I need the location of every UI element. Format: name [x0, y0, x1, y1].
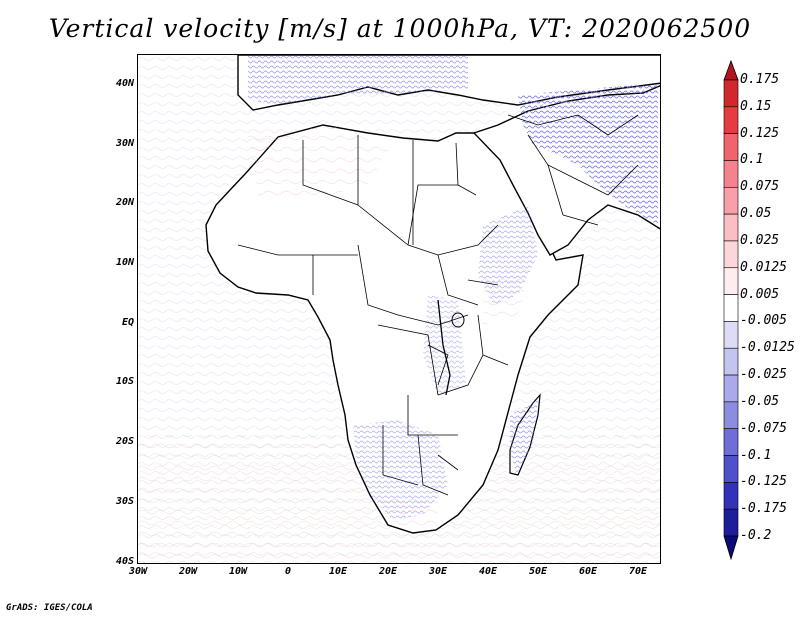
lat-label-eq: EQ [121, 317, 134, 328]
colorbar-swatch [723, 294, 739, 322]
lon-label-10e: 10E [328, 566, 348, 577]
colorbar-swatch [723, 347, 739, 376]
colorbar-tick-label: 0.05 [740, 206, 772, 222]
lon-label-0: 0 [284, 566, 292, 577]
colorbar-tick-label: 0.175 [740, 72, 780, 87]
colorbar-swatch [723, 106, 739, 134]
lon-label-20e: 20E [378, 566, 398, 577]
colorbar-tick-label: 0.075 [740, 179, 780, 195]
africa-map [138, 55, 660, 563]
colorbar-tick-label: -0.05 [740, 393, 780, 409]
colorbar-swatch [723, 401, 739, 430]
map-panel [137, 54, 661, 564]
country-borders [237, 114, 639, 496]
lon-label-30e: 30E [428, 566, 448, 577]
colorbar-tick-label: -0.0125 [740, 340, 795, 356]
colorbar-swatch [723, 186, 739, 215]
colorbar-tick-label: -0.075 [740, 420, 787, 436]
colorbar-swatch [723, 321, 739, 349]
colorbar-tick-label: 0.0125 [740, 259, 787, 275]
lon-label-30w: 30W [128, 566, 148, 577]
colorbar-swatch [723, 508, 739, 537]
colorbar-tick-label: 0.025 [740, 232, 780, 248]
lat-label-30n: 30N [115, 138, 134, 149]
colorbar-tick-label: -0.005 [740, 313, 787, 329]
colorbar-tick-label: 0.005 [740, 286, 780, 302]
colorbar-swatch [723, 160, 739, 188]
lat-label-20s: 20S [115, 436, 134, 447]
colorbar-swatch [723, 374, 739, 403]
lat-label-30s: 30S [115, 496, 134, 507]
chart-title: Vertical velocity [m/s] at 1000hPa, VT: … [48, 14, 752, 43]
colorbar-swatch [723, 240, 739, 269]
lake-victoria [451, 312, 465, 328]
colorbar-swatch [723, 267, 739, 295]
colorbar-tick-label: 0.125 [740, 125, 780, 141]
lat-label-10n: 10N [115, 257, 134, 268]
grads-credit: GrADS: IGES/COLA [6, 603, 93, 613]
lat-label-20n: 20N [115, 197, 134, 208]
lon-label-10w: 10W [228, 566, 248, 577]
colorbar-swatch [723, 455, 739, 483]
lat-label-40n: 40N [115, 78, 134, 89]
colorbar-tick-label: 0.15 [740, 98, 772, 114]
lon-label-40e: 40E [478, 566, 498, 577]
positive-shading [248, 125, 533, 525]
colorbar-tick-label: -0.175 [740, 501, 787, 517]
lon-label-60e: 60E [578, 566, 598, 577]
colorbar-tick-label: -0.025 [740, 367, 787, 383]
lon-label-70e: 70E [628, 566, 648, 577]
colorbar-tick-label: -0.125 [740, 474, 787, 490]
colorbar-bottom-arrow [723, 535, 739, 560]
lon-label-20w: 20W [178, 566, 198, 577]
colorbar-swatch [723, 428, 739, 456]
colorbar [723, 60, 739, 560]
colorbar-tick-label: -0.2 [740, 528, 772, 543]
colorbar-tick-label: -0.1 [740, 447, 772, 463]
colorbar-tick-label: 0.1 [740, 152, 764, 168]
colorbar-top-arrow [723, 60, 739, 81]
colorbar-swatch [723, 482, 739, 510]
lon-label-50e: 50E [528, 566, 548, 577]
colorbar-swatch [723, 133, 739, 161]
lat-label-10s: 10S [115, 376, 134, 387]
colorbar-swatch [723, 213, 739, 242]
negative-shading [248, 55, 658, 520]
colorbar-swatch [723, 79, 739, 108]
rift-lakes [437, 299, 451, 396]
lat-label-40s: 40S [115, 556, 134, 567]
